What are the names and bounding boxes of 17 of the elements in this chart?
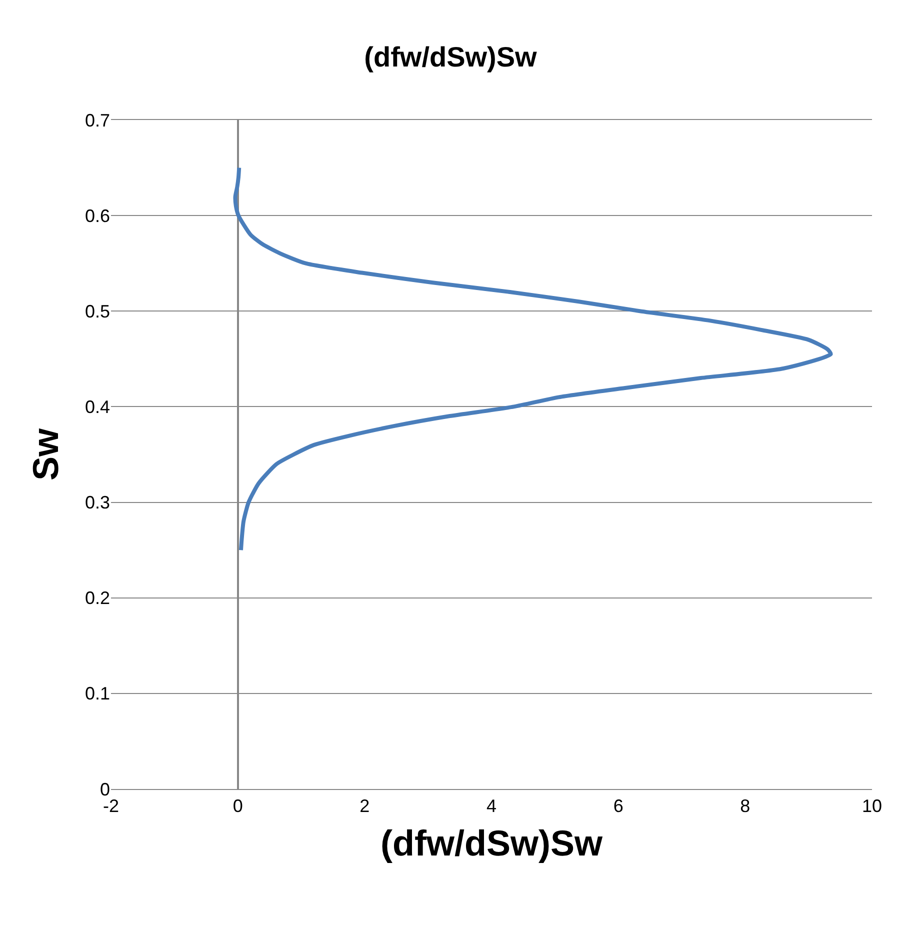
x-tick-label: 0 [232, 796, 243, 816]
x-tick-label: 8 [740, 796, 750, 816]
line-series [233, 166, 833, 552]
chart-title: (dfw/dSw)Sw [364, 42, 538, 73]
y-tick-label: 0.2 [84, 588, 110, 608]
y-tick-label: 0.7 [84, 110, 110, 130]
x-axis-title: (dfw/dSw)Sw [380, 822, 604, 864]
x-tick-label: 10 [862, 796, 882, 816]
x-tick-label: 6 [613, 796, 624, 816]
x-tick-label: 2 [360, 796, 370, 816]
x-tick-label: 4 [486, 796, 497, 816]
y-tick-label: 0.6 [84, 206, 110, 226]
y-axis-title: Sw [24, 427, 66, 481]
y-tick-label: 0.1 [84, 684, 110, 704]
y-tick-label: 0.4 [84, 397, 110, 418]
y-tick-label: 0.3 [84, 492, 110, 513]
y-tick-label: 0.5 [84, 301, 110, 322]
